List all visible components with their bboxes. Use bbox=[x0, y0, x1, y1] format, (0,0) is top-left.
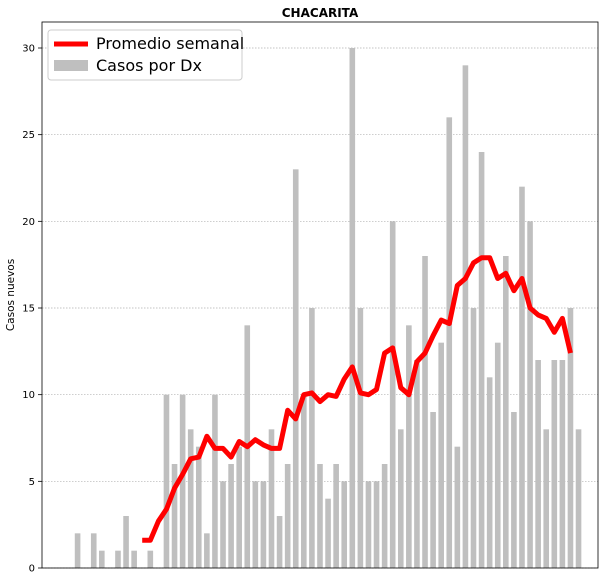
bar bbox=[187, 429, 194, 568]
bar bbox=[115, 550, 121, 568]
bar bbox=[163, 394, 170, 568]
y-tick-label: 30 bbox=[22, 44, 35, 55]
bar bbox=[179, 394, 186, 568]
y-axis-label: Casos nuevos bbox=[5, 259, 17, 331]
bar bbox=[349, 48, 356, 568]
bar bbox=[381, 464, 388, 568]
bar bbox=[503, 256, 509, 568]
bar bbox=[397, 429, 404, 568]
bar bbox=[301, 394, 307, 568]
bar bbox=[551, 360, 558, 568]
bar bbox=[260, 481, 267, 568]
y-tick-label: 25 bbox=[22, 130, 35, 141]
bar bbox=[195, 446, 202, 568]
bar bbox=[204, 533, 210, 568]
bar bbox=[123, 516, 129, 568]
y-tick-label: 10 bbox=[22, 390, 35, 401]
bar bbox=[212, 394, 218, 568]
bar bbox=[131, 550, 137, 568]
bar bbox=[147, 550, 154, 568]
legend-label-casos-por-dx: Casos por Dx bbox=[96, 56, 202, 75]
bar bbox=[284, 464, 291, 568]
bar bbox=[292, 169, 299, 569]
bar bbox=[373, 481, 380, 568]
series-line bbox=[142, 255, 573, 543]
bar bbox=[519, 186, 525, 568]
bar bbox=[365, 481, 372, 568]
bar bbox=[389, 221, 396, 569]
bar bbox=[422, 256, 428, 568]
bar bbox=[325, 498, 331, 568]
line-series-promedio-semanal bbox=[142, 255, 573, 543]
bar bbox=[438, 342, 444, 568]
bar bbox=[478, 152, 485, 568]
bar bbox=[341, 481, 348, 568]
bar bbox=[494, 342, 501, 568]
legend: Promedio semanal Casos por Dx bbox=[47, 29, 244, 81]
bar bbox=[74, 533, 81, 568]
y-tick-label: 20 bbox=[22, 217, 35, 228]
bar bbox=[252, 481, 259, 568]
bar bbox=[228, 464, 234, 568]
chart-title: CHACARITA bbox=[282, 6, 359, 20]
bar bbox=[527, 221, 533, 569]
legend-label-promedio-semanal: Promedio semanal bbox=[96, 34, 244, 53]
bar bbox=[535, 360, 541, 568]
bar bbox=[511, 412, 517, 568]
plot-frame bbox=[41, 21, 599, 569]
bar bbox=[462, 65, 469, 568]
bar bbox=[99, 550, 105, 568]
bar bbox=[333, 464, 339, 568]
bar bbox=[575, 429, 582, 568]
bar bbox=[470, 308, 477, 568]
bar bbox=[357, 308, 364, 568]
legend-swatch-casos-por-dx bbox=[54, 60, 88, 71]
bar bbox=[276, 516, 283, 568]
legend-box bbox=[47, 29, 243, 81]
bar bbox=[446, 117, 453, 568]
bar bbox=[543, 429, 550, 568]
bar bbox=[236, 446, 242, 568]
bar bbox=[414, 360, 420, 568]
bar bbox=[317, 464, 323, 568]
bar bbox=[454, 446, 461, 568]
y-tick-label: 15 bbox=[22, 304, 35, 315]
bar bbox=[430, 412, 436, 568]
bar bbox=[567, 308, 574, 568]
y-axis: 0 5 10 15 20 25 30 bbox=[22, 44, 42, 575]
bar bbox=[309, 308, 315, 568]
y-tick-label: 5 bbox=[29, 477, 35, 488]
bar bbox=[559, 360, 566, 568]
y-tick-label: 0 bbox=[29, 564, 35, 575]
bar bbox=[90, 533, 97, 568]
bar bbox=[220, 481, 226, 568]
bar bbox=[406, 325, 412, 568]
bar bbox=[171, 464, 178, 568]
bar bbox=[486, 377, 493, 568]
bar bbox=[268, 429, 275, 568]
